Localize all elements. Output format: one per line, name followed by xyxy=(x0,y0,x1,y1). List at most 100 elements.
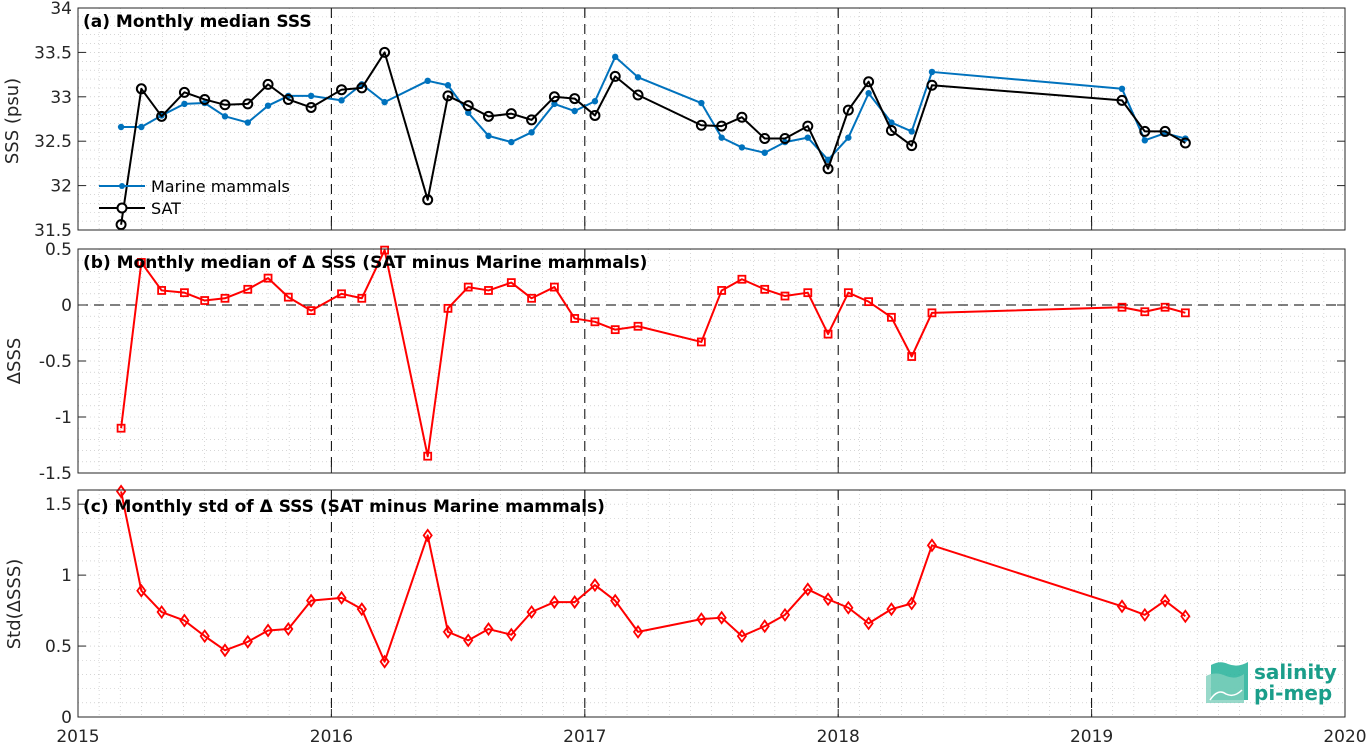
data-point xyxy=(610,325,620,335)
panel-a-y-tick-labels: 31.5 32 32.5 33 33.5 34 xyxy=(34,0,1346,241)
series-line-b-0 xyxy=(120,249,1186,458)
data-point xyxy=(156,604,167,620)
y-tick-label: 0.5 xyxy=(45,637,72,657)
data-point xyxy=(887,312,896,322)
data-point xyxy=(508,138,515,146)
panel-b-y-tick-labels: -1.5 -1 -0.5 0 0.5 xyxy=(39,240,1346,484)
data-point xyxy=(864,297,874,307)
data-point xyxy=(462,100,474,112)
data-point xyxy=(307,92,315,100)
data-point xyxy=(926,79,938,91)
data-point xyxy=(843,288,853,298)
data-point xyxy=(823,329,833,339)
data-point xyxy=(338,97,345,104)
data-point xyxy=(842,104,854,116)
data-point xyxy=(443,303,453,313)
series-line-a-1 xyxy=(120,51,1186,225)
panel-a-series xyxy=(115,46,1191,231)
x-tick-label: 2017 xyxy=(563,727,606,745)
data-point xyxy=(138,123,145,131)
y-tick-label: 34 xyxy=(50,0,72,19)
data-point xyxy=(262,78,274,90)
data-point xyxy=(551,100,558,108)
data-point xyxy=(379,654,390,669)
data-point xyxy=(221,113,229,120)
data-point xyxy=(571,107,578,115)
data-point xyxy=(306,306,316,316)
panel-b-grid xyxy=(78,249,1345,473)
data-point xyxy=(718,134,725,141)
panel-c-y-tick-labels: 0 0.5 1 1.5 xyxy=(45,490,1346,728)
data-point xyxy=(736,629,748,644)
data-point xyxy=(634,74,642,81)
data-point xyxy=(927,308,937,318)
y-tick-label: 0 xyxy=(61,708,72,728)
data-point xyxy=(356,82,368,94)
data-point xyxy=(336,84,348,96)
y-tick-label: 32.5 xyxy=(34,132,72,152)
data-point xyxy=(804,134,811,141)
data-point xyxy=(242,98,254,110)
y-tick-label: 1.5 xyxy=(45,495,72,515)
data-point xyxy=(695,119,707,131)
y-tick-label: 32 xyxy=(50,177,72,197)
data-point xyxy=(716,610,727,625)
legend-sat-label: SAT xyxy=(151,199,181,218)
panel-a-y-axis-label: SSS (psu) xyxy=(2,78,23,164)
data-point xyxy=(463,282,473,292)
data-point xyxy=(485,132,492,140)
data-point xyxy=(506,627,517,642)
data-point xyxy=(463,633,474,648)
panel-c-x-tick-labels: 2015 2016 2017 2018 2019 2020 xyxy=(56,727,1366,745)
data-point xyxy=(928,68,936,76)
data-point xyxy=(1117,302,1127,312)
data-point xyxy=(761,149,768,156)
y-tick-label: 1 xyxy=(61,566,72,586)
legend-sat-marker xyxy=(116,202,128,214)
data-point xyxy=(136,258,146,267)
data-point xyxy=(696,612,707,627)
panel-a-monthly-median-sss: 31.5 32 32.5 33 33.5 34 (a) Monthly median SS… xyxy=(2,0,1346,241)
legend-marine-mammals-label: Marine mammals xyxy=(151,177,290,196)
data-point xyxy=(759,133,771,145)
panel-b-y-axis-label: ΔSSS xyxy=(4,338,25,385)
panel-a-legend: Marine mammals SAT xyxy=(99,177,290,218)
data-point xyxy=(135,83,147,95)
data-point xyxy=(570,314,580,323)
data-point xyxy=(780,291,790,301)
data-point xyxy=(422,528,433,543)
data-point xyxy=(906,140,918,152)
data-point xyxy=(156,110,168,122)
data-point xyxy=(305,101,317,113)
data-point xyxy=(779,133,791,145)
panel-c-y-axis-label: Std(ΔSSS) xyxy=(4,559,25,650)
data-point xyxy=(219,643,231,658)
data-point xyxy=(262,623,274,638)
data-point xyxy=(199,93,211,105)
data-point xyxy=(379,46,391,58)
legend-marine-mammals-marker xyxy=(119,183,125,189)
data-point xyxy=(505,108,517,120)
data-point xyxy=(548,91,560,103)
data-point xyxy=(506,278,516,288)
panel-c-title: (c) Monthly std of Δ SSS (SAT minus Mari… xyxy=(83,497,605,517)
data-point xyxy=(528,129,535,136)
data-point xyxy=(632,89,644,101)
data-point xyxy=(888,119,895,126)
data-point xyxy=(908,128,915,135)
data-point xyxy=(527,293,536,303)
data-point xyxy=(442,624,454,639)
panel-c-frame xyxy=(77,489,1346,718)
data-point xyxy=(422,194,434,206)
data-point xyxy=(526,604,537,620)
data-point xyxy=(589,578,601,593)
data-point xyxy=(116,423,126,433)
data-point xyxy=(549,282,559,292)
data-point xyxy=(337,289,346,299)
data-point xyxy=(1140,307,1150,317)
data-point xyxy=(589,109,601,121)
data-point xyxy=(423,451,433,461)
data-point xyxy=(1159,593,1171,608)
data-point xyxy=(465,109,472,116)
panel-b-title: (b) Monthly median of Δ SSS (SAT minus M… xyxy=(83,253,647,273)
